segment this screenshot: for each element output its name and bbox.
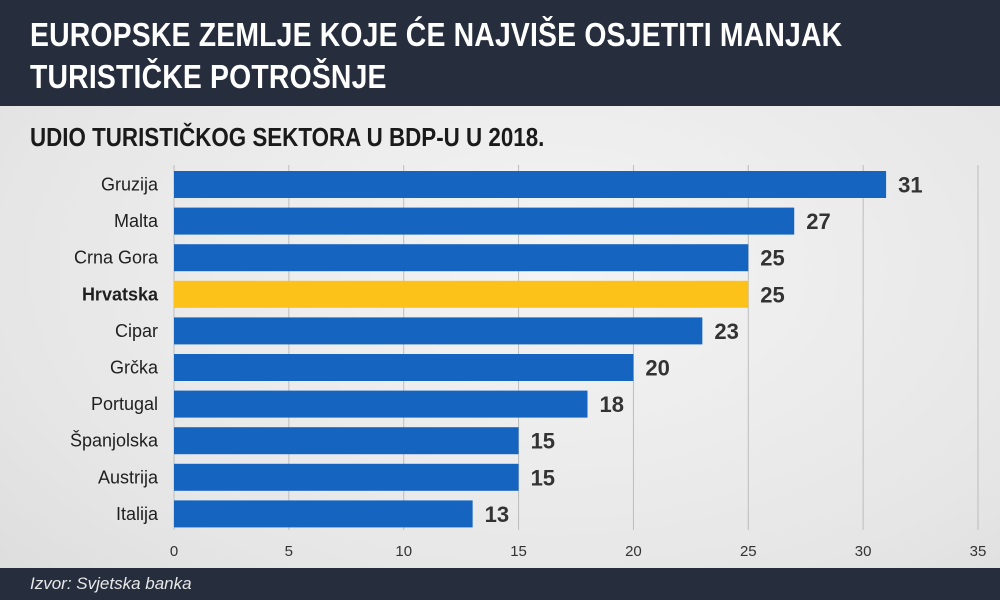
bar-španjolska <box>174 427 519 455</box>
x-tick-label: 15 <box>510 543 527 560</box>
bar-austrija <box>174 463 519 491</box>
x-tick-labels: 0 5 10 15 20 25 30 35 <box>170 543 987 560</box>
value-label: 20 <box>645 356 669 381</box>
page-title: EUROPSKE ZEMLJE KOJE ĆE NAJVIŠE OSJETITI… <box>30 14 976 98</box>
value-label: 27 <box>806 209 830 234</box>
category-label: Hrvatska <box>82 284 159 304</box>
title-line-2: TURISTIČKE POTROŠNJE <box>30 58 387 95</box>
bar-portugal <box>174 390 588 418</box>
bar-gruzija <box>174 171 887 198</box>
bar-grčka <box>174 354 634 381</box>
bar-crna-gora <box>174 244 749 272</box>
category-label: Grčka <box>110 358 159 378</box>
category-label: Španjolska <box>70 430 159 451</box>
value-label: 18 <box>599 392 623 417</box>
category-label: Malta <box>114 211 159 231</box>
category-label: Portugal <box>91 394 158 414</box>
category-labels: Gruzija Malta Crna Gora Hrvatska Cipar Grčka P… <box>70 175 159 524</box>
bar-hrvatska <box>174 280 749 308</box>
footer-bar: Izvor: Svjetska banka <box>0 568 1000 600</box>
category-label: Italija <box>116 504 159 524</box>
value-label: 15 <box>531 429 555 454</box>
value-label: 25 <box>760 282 784 307</box>
value-label: 25 <box>760 246 784 271</box>
bar-malta <box>174 207 795 235</box>
category-label: Austrija <box>98 467 159 487</box>
value-labels: 31 27 25 25 23 20 18 15 15 13 <box>485 173 923 527</box>
bars <box>174 171 887 528</box>
source-note: Izvor: Svjetska banka <box>30 574 192 593</box>
x-tick-label: 30 <box>855 543 872 560</box>
x-tick-label: 35 <box>970 543 987 560</box>
x-tick-label: 25 <box>740 543 757 560</box>
value-label: 23 <box>714 319 738 344</box>
category-label: Crna Gora <box>74 248 159 268</box>
chart-title: UDIO TURISTIČKOG SEKTORA U BDP-U U 2018. <box>30 122 545 152</box>
header-banner: EUROPSKE ZEMLJE KOJE ĆE NAJVIŠE OSJETITI… <box>0 0 1000 106</box>
title-line-1: EUROPSKE ZEMLJE KOJE ĆE NAJVIŠE OSJETITI… <box>30 16 843 53</box>
category-label: Cipar <box>115 321 158 341</box>
value-label: 13 <box>485 502 509 527</box>
x-tick-label: 10 <box>395 543 412 560</box>
x-tick-label: 0 <box>170 543 178 560</box>
x-tick-label: 20 <box>625 543 642 560</box>
bar-italija <box>174 500 473 528</box>
value-label: 15 <box>531 465 555 490</box>
category-label: Gruzija <box>101 175 159 195</box>
x-tick-label: 5 <box>285 543 293 560</box>
value-label: 31 <box>898 173 922 198</box>
bar-cipar <box>174 317 703 345</box>
